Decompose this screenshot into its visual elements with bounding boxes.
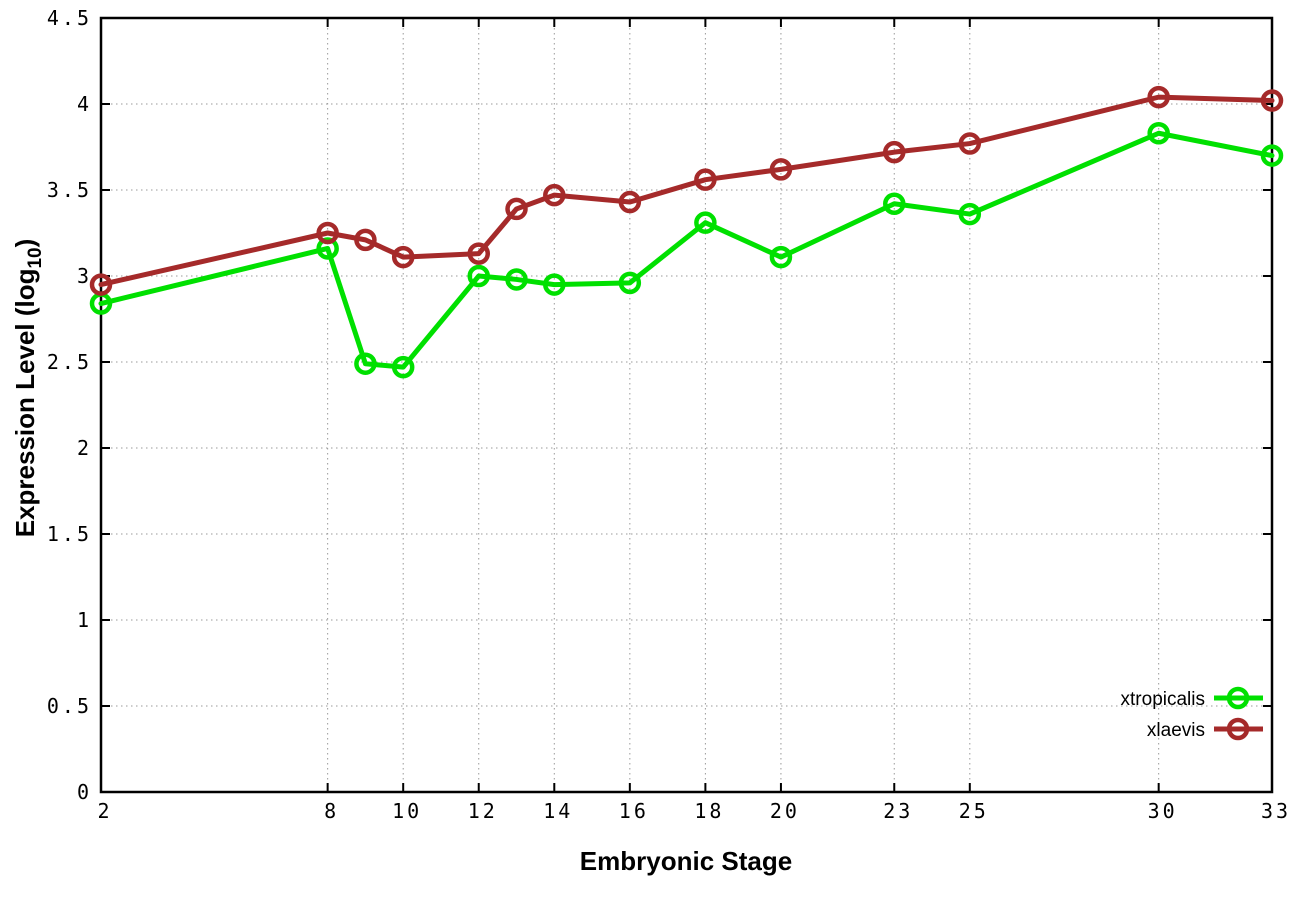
data-point-xtropicalis: [391, 355, 415, 379]
series-xtropicalis: [89, 121, 1284, 379]
data-point-xtropicalis: [467, 264, 490, 288]
legend-marker: [1226, 686, 1250, 710]
data-point-xtropicalis: [354, 352, 377, 375]
data-point-xlaevis: [618, 190, 642, 214]
y-axis-label-text: ): [10, 239, 40, 248]
data-point-xtropicalis: [1147, 121, 1170, 145]
tick-labels: 2 8 10 12 14 16 18 20 23 25 30 33 0 0.5 1 1.5 2 2.5 3 3.5 4 4…: [47, 6, 1291, 823]
y-tick-label: 1.5: [47, 522, 92, 546]
data-point-xlaevis: [467, 242, 490, 265]
y-tick-label: 3: [77, 264, 92, 288]
data-point-xtropicalis: [618, 271, 642, 295]
series-line-xlaevis: [98, 94, 1275, 288]
data-point-xlaevis: [1147, 85, 1170, 109]
y-tick-label: 2.5: [47, 350, 92, 374]
x-tick-label: 2: [97, 799, 112, 823]
x-tick-label: 12: [468, 799, 498, 823]
data-point-xtropicalis: [694, 211, 717, 234]
data-point-xlaevis: [89, 273, 113, 296]
series-xlaevis: [89, 85, 1284, 296]
data-point-xlaevis: [694, 168, 717, 191]
y-tick-label: 2: [77, 436, 92, 460]
legend-label-xtropicalis: xtropicalis: [1121, 689, 1205, 710]
plot-border-and-ticks: [99, 16, 1274, 794]
x-tick-label: 14: [543, 799, 573, 823]
x-tick-label: 23: [883, 799, 913, 823]
y-tick-label: 0: [77, 780, 92, 804]
data-point-xtropicalis: [543, 273, 566, 296]
x-tick-label: 20: [770, 799, 800, 823]
data-point-xtropicalis: [883, 192, 906, 216]
x-tick-label: 10: [392, 799, 422, 823]
y-tick-label: 0.5: [47, 694, 92, 718]
data-point-xlaevis: [769, 158, 793, 181]
x-axis-label: Embryonic Stage: [580, 846, 792, 876]
legend-entry-xlaevis: xlaevis: [1147, 717, 1263, 741]
x-tick-label: 16: [619, 799, 649, 823]
data-point-xlaevis: [958, 132, 982, 155]
y-axis-label-text: Expression Level (log: [10, 269, 40, 538]
data-point-xtropicalis: [958, 202, 982, 226]
data-point-xlaevis: [354, 228, 377, 252]
data-point-xtropicalis: [316, 237, 339, 260]
axis-labels: Embryonic Stage Expression Level (log10): [10, 239, 792, 876]
data-point-xtropicalis: [1260, 144, 1284, 167]
plot-border: [99, 16, 1274, 794]
x-tick-label: 33: [1261, 799, 1291, 823]
data-point-xlaevis: [391, 245, 415, 269]
legend-entry-xtropicalis: xtropicalis: [1121, 686, 1263, 710]
series-line-xtropicalis: [98, 130, 1275, 370]
data-series: [89, 85, 1284, 379]
data-point-xlaevis: [883, 140, 906, 164]
legend: xtropicalis xlaevis: [1121, 686, 1263, 741]
y-tick-label: 4: [77, 92, 92, 116]
y-tick-label: 3.5: [47, 178, 92, 202]
y-axis-label: Expression Level (log10): [10, 239, 46, 538]
data-point-xlaevis: [543, 183, 566, 207]
legend-label-xlaevis: xlaevis: [1147, 720, 1205, 741]
x-tick-label: 30: [1148, 799, 1178, 823]
x-tick-label: 8: [324, 799, 339, 823]
data-point-xtropicalis: [505, 268, 528, 291]
y-axis-label-subscript: 10: [25, 247, 46, 268]
legend-marker: [1226, 717, 1250, 741]
grid-lines: [100, 17, 1273, 793]
y-tick-label: 4.5: [47, 6, 92, 30]
x-tick-label: 25: [959, 799, 989, 823]
data-point-xlaevis: [505, 197, 528, 221]
x-tick-label: 18: [694, 799, 724, 823]
data-point-xlaevis: [1260, 89, 1284, 112]
data-point-xtropicalis: [769, 245, 793, 269]
y-tick-label: 1: [77, 608, 92, 632]
data-point-xlaevis: [316, 221, 339, 245]
